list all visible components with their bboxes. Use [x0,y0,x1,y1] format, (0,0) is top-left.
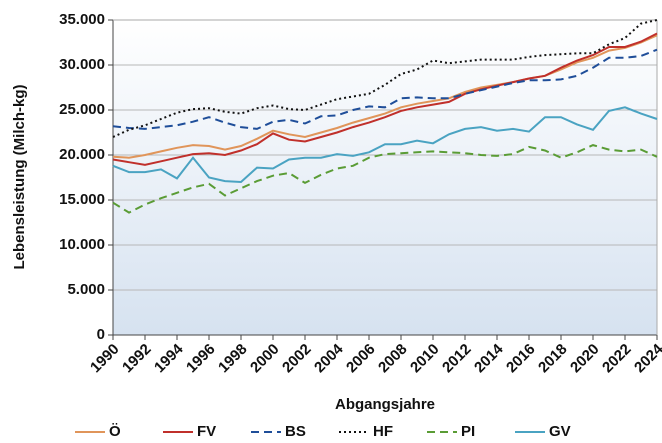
legend-label: HF [373,423,393,440]
series-line [112,144,658,214]
y-tick-label: 20.000 [59,146,105,163]
x-tick-label: 2000 [247,341,283,377]
series-line [112,106,658,184]
legend-label: Ö [109,423,121,440]
series-line [112,19,658,138]
legend-label: PI [461,423,475,440]
x-tick-label: 2006 [343,341,379,377]
x-tick-label: 2022 [599,341,635,377]
y-tick-label: 25.000 [59,101,105,118]
x-tick-label: 1990 [87,341,123,377]
legend-label: GV [549,423,571,440]
x-tick-label: 2004 [311,340,347,376]
legend: Ö FV BS HF PI GV [75,423,571,440]
series-line [112,32,658,166]
x-tick-label: 1996 [183,341,219,377]
x-tick-label: 2024 [631,340,662,376]
x-tick-label: 2016 [503,341,539,377]
x-axis-label: Abgangsjahre [335,396,435,413]
plot-area [113,20,657,335]
x-tick-label: 2014 [471,340,507,376]
x-tick-label: 2012 [439,341,475,377]
legend-label: FV [197,423,216,440]
series-line [112,34,658,159]
x-tick-label: 1998 [215,341,251,377]
y-tick-label: 5.000 [67,281,105,298]
x-tick-label: 2018 [535,341,571,377]
y-tick-label: 35.000 [59,11,105,28]
y-tick-label: 15.000 [59,191,105,208]
x-tick-label: 2020 [567,341,603,377]
legend-label: BS [285,423,306,440]
x-tick-label: 1992 [119,341,155,377]
y-tick-label: 0 [97,326,105,343]
x-tick-label: 2010 [407,341,443,377]
series-line [112,48,658,130]
y-axis-label: Lebensleistung (Milch-kg) [11,84,28,269]
y-tick-label: 30.000 [59,56,105,73]
y-tick-label: 10.000 [59,236,105,253]
x-tick-label: 2008 [375,341,411,377]
x-tick-label: 1994 [151,340,187,376]
x-tick-label: 2002 [279,341,315,377]
